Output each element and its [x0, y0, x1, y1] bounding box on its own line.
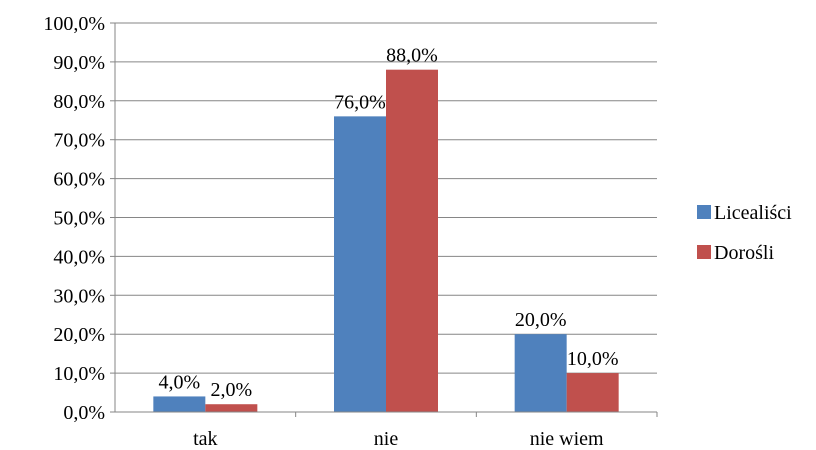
legend-swatch — [697, 245, 711, 259]
legend-swatch — [697, 205, 711, 219]
y-tick-labels: 0,0% 10,0% 20,0% 30,0% 40,0% 50,0% 60,0% 70,0% 8… — [43, 13, 105, 424]
y-tick-label: 90,0% — [53, 52, 105, 74]
y-tick-label: 50,0% — [53, 208, 105, 230]
data-label: 88,0% — [386, 45, 438, 67]
data-label: 2,0% — [210, 379, 252, 401]
legend: Licealiści Dorośli — [697, 202, 792, 264]
data-labels: 4,0% 2,0% 76,0% 88,0% 20,0%10,0% — [158, 45, 618, 402]
legend-label: Dorośli — [714, 242, 774, 264]
y-tick-label: 30,0% — [53, 285, 105, 307]
x-tick-label: nie wiem — [530, 428, 604, 450]
data-label: 4,0% — [158, 371, 200, 393]
y-tick-label: 60,0% — [53, 169, 105, 191]
data-label: 20,0% — [515, 309, 567, 331]
data-label: 76,0% — [334, 91, 386, 113]
x-tick-label: tak — [193, 428, 217, 450]
y-tick-label: 80,0% — [53, 91, 105, 113]
x-tick-label: nie — [374, 428, 399, 450]
bar — [566, 373, 619, 412]
bar — [205, 404, 258, 412]
bar — [514, 334, 567, 412]
data-label: 10,0% — [567, 348, 619, 370]
y-tick-label: 10,0% — [53, 363, 105, 385]
bar — [386, 69, 438, 413]
bars — [153, 69, 619, 413]
bar — [334, 116, 386, 413]
x-tick-labels: tak nie nie wiem — [193, 428, 604, 450]
y-tick-label: 20,0% — [53, 324, 105, 346]
y-tick-label: 40,0% — [53, 246, 105, 268]
axes — [110, 22, 658, 417]
y-tick-label: 70,0% — [53, 130, 105, 152]
bar — [153, 396, 206, 412]
y-tick-label: 100,0% — [43, 13, 105, 35]
legend-label: Licealiści — [714, 202, 792, 224]
y-tick-label: 0,0% — [63, 402, 105, 424]
